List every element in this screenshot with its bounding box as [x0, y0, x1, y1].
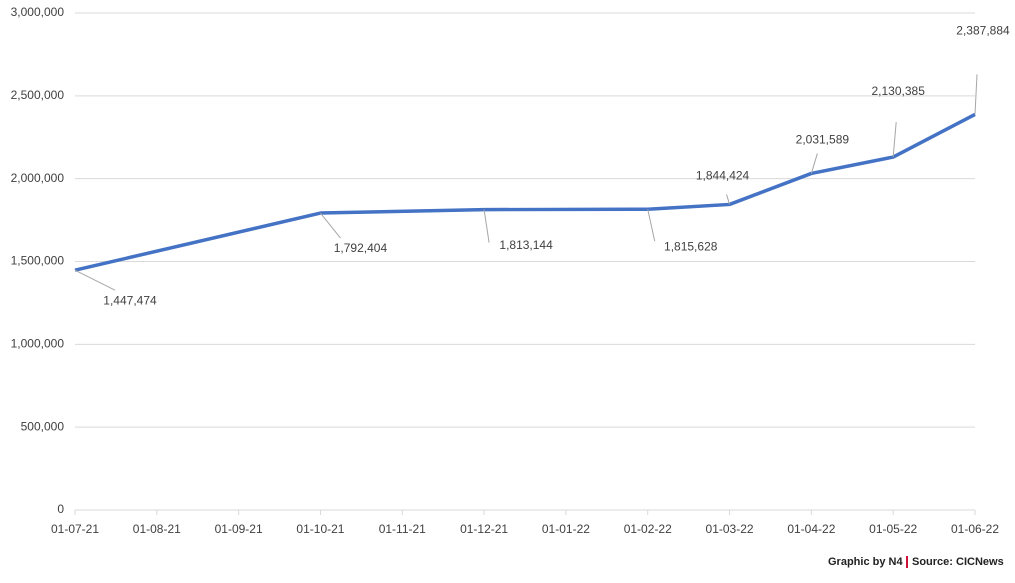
x-tick-label: 01-02-22 — [624, 522, 672, 536]
leader-line — [974, 74, 978, 115]
leader-line — [320, 212, 341, 239]
leader-line — [892, 122, 897, 158]
leader-line — [647, 209, 656, 242]
y-tick-label: 1,500,000 — [11, 254, 65, 268]
y-tick-label: 3,000,000 — [11, 5, 65, 19]
x-tick-label: 01-09-21 — [215, 522, 263, 536]
line — [74, 112, 976, 272]
y-tick-label: 1,000,000 — [11, 337, 65, 351]
x-tick-label: 01-05-22 — [869, 522, 917, 536]
data-label: 1,447,474 — [103, 293, 157, 307]
source: Source: CICNews — [912, 556, 1004, 568]
data-label: 2,130,385 — [871, 84, 925, 98]
y-tick-label: 0 — [57, 502, 64, 516]
leader-line — [726, 194, 731, 205]
y-tick-label: 2,500,000 — [11, 88, 65, 102]
data-label: 1,813,144 — [499, 238, 553, 252]
x-tick-label: 01-04-22 — [787, 522, 835, 536]
y-tick-label: 2,000,000 — [11, 171, 65, 185]
separator — [906, 556, 908, 568]
x-tick-label: 01-06-22 — [951, 522, 999, 536]
x-tick-label: 01-08-21 — [133, 522, 181, 536]
credit: Graphic by N4 — [828, 556, 903, 568]
y-tick-label: 500,000 — [21, 419, 65, 433]
x-tick-label: 01-01-22 — [542, 522, 590, 536]
data-label: 2,387,884 — [956, 24, 1010, 38]
leader-line — [74, 269, 116, 291]
x-tick-label: 01-03-22 — [706, 522, 754, 536]
x-tick-label: 01-11-21 — [379, 522, 426, 536]
x-tick-label: 01-12-21 — [460, 522, 508, 536]
x-tick-label: 01-10-21 — [296, 522, 344, 536]
leader-line — [810, 153, 818, 174]
leader-line — [483, 209, 490, 243]
data-label: 2,031,589 — [796, 133, 850, 147]
x-tick-label: 01-07-21 — [51, 522, 99, 536]
data-label: 1,815,628 — [664, 239, 718, 253]
data-label: 1,792,404 — [334, 241, 388, 255]
data-label: 1,844,424 — [696, 169, 750, 183]
